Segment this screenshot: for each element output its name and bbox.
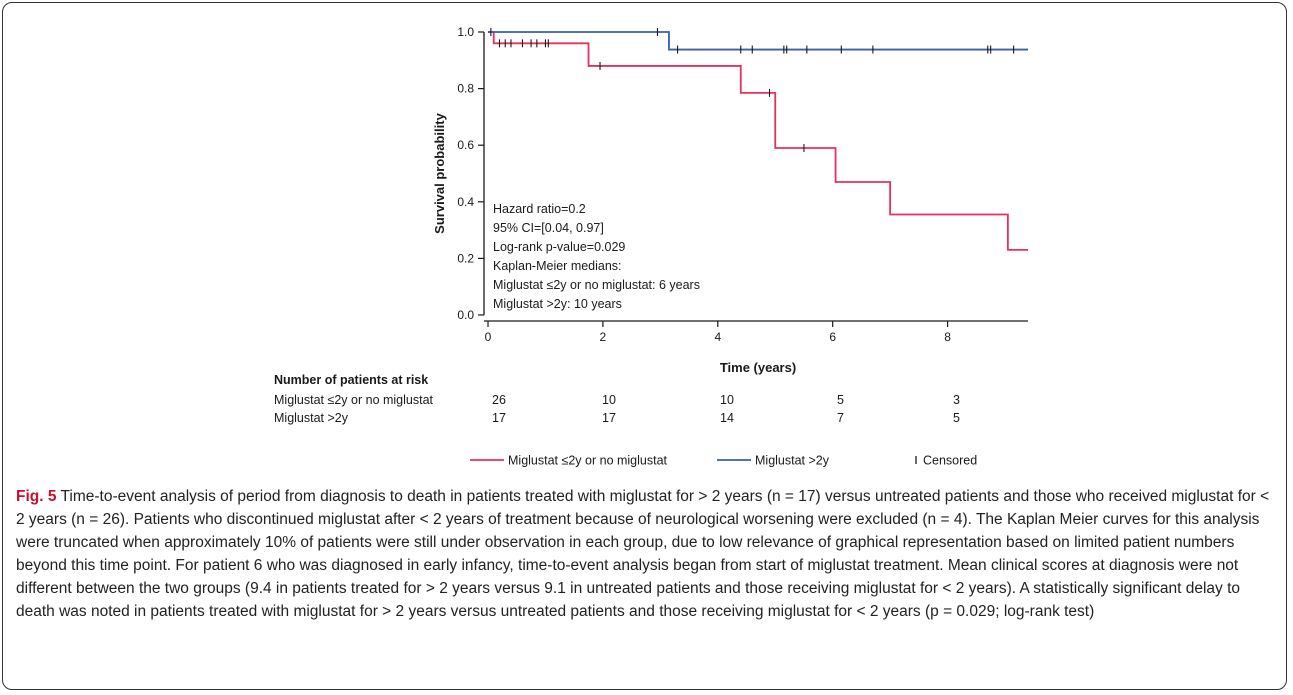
annotation-line: Hazard ratio=0.2 bbox=[493, 202, 586, 216]
y-tick-label: 1.0 bbox=[457, 25, 474, 39]
risk-table: Number of patients at risk Miglustat ≤2y … bbox=[274, 373, 960, 425]
risk-count: 17 bbox=[492, 411, 506, 425]
risk-count: 26 bbox=[492, 393, 506, 407]
legend-label: Censored bbox=[923, 454, 977, 468]
chart-legend: Miglustat ≤2y or no miglustat Miglustat >… bbox=[470, 454, 977, 468]
km-chart: 0.0 0.2 0.4 0.6 0.8 1.0 0 2 4 6 8 Time (years) Survi… bbox=[274, 25, 1028, 468]
risk-count: 5 bbox=[953, 411, 960, 425]
x-tick-label: 8 bbox=[944, 330, 951, 344]
y-tick-label: 0.4 bbox=[457, 195, 474, 209]
caption-label: Fig. 5 bbox=[16, 488, 57, 505]
risk-count: 5 bbox=[837, 393, 844, 407]
annotation-line: Miglustat ≤2y or no miglustat: 6 years bbox=[493, 278, 700, 292]
y-tick-label: 0.6 bbox=[457, 138, 474, 152]
y-tick-label: 0.2 bbox=[457, 251, 474, 265]
risk-count: 10 bbox=[602, 393, 616, 407]
series-line-0 bbox=[488, 31, 1028, 251]
chart-annotation: Hazard ratio=0.2 95% CI=[0.04, 0.97] Log-r… bbox=[493, 202, 700, 311]
risk-count: 10 bbox=[720, 393, 734, 407]
chart-axes: 0.0 0.2 0.4 0.6 0.8 1.0 0 2 4 6 8 Time (years) Survi… bbox=[432, 25, 1028, 375]
risk-count: 14 bbox=[720, 411, 734, 425]
x-tick-label: 0 bbox=[485, 330, 492, 344]
figure-caption: Fig. 5 Time-to-event analysis of period … bbox=[16, 485, 1278, 623]
series-line-1 bbox=[488, 31, 1028, 51]
chart-series bbox=[488, 28, 1028, 251]
y-tick-label: 0.8 bbox=[457, 82, 474, 96]
annotation-line: 95% CI=[0.04, 0.97] bbox=[493, 221, 604, 235]
x-tick-label: 4 bbox=[714, 330, 721, 344]
y-tick-label: 0.0 bbox=[457, 308, 474, 322]
x-tick-label: 6 bbox=[829, 330, 836, 344]
risk-row-label: Miglustat >2y bbox=[274, 411, 349, 425]
legend-label: Miglustat >2y bbox=[755, 454, 830, 468]
legend-label: Miglustat ≤2y or no miglustat bbox=[508, 454, 668, 468]
x-tick-label: 2 bbox=[600, 330, 607, 344]
risk-row-label: Miglustat ≤2y or no miglustat bbox=[274, 393, 434, 407]
annotation-line: Log-rank p-value=0.029 bbox=[493, 240, 625, 254]
risk-table-title: Number of patients at risk bbox=[274, 373, 428, 387]
risk-count: 3 bbox=[953, 393, 960, 407]
risk-count: 17 bbox=[602, 411, 616, 425]
y-axis-label: Survival probability bbox=[432, 112, 447, 233]
annotation-line: Kaplan-Meier medians: bbox=[493, 259, 622, 273]
risk-count: 7 bbox=[837, 411, 844, 425]
caption-text: Time-to-event analysis of period from di… bbox=[16, 488, 1270, 620]
annotation-line: Miglustat >2y: 10 years bbox=[493, 297, 622, 311]
x-axis-label: Time (years) bbox=[720, 360, 796, 375]
